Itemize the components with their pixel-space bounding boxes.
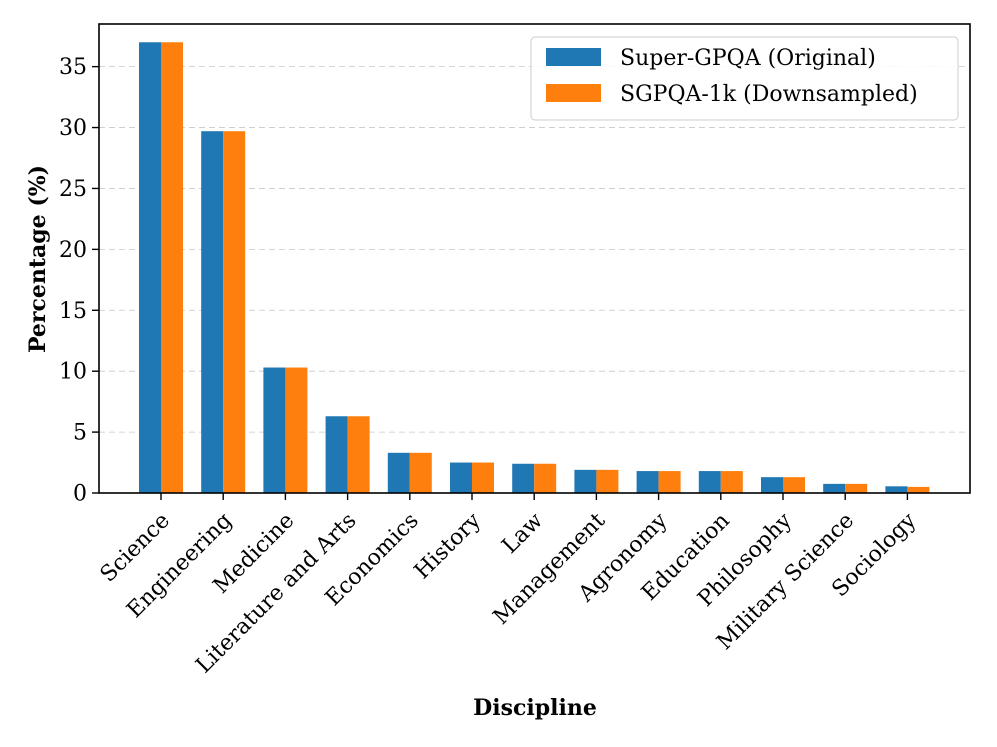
bar-original (387, 452, 410, 493)
y-tick-label: 25 (59, 177, 87, 202)
bar-downsampled (596, 469, 619, 493)
bar-original (201, 131, 224, 493)
legend-label-original: Super-GPQA (Original) (620, 46, 876, 71)
bar-downsampled (223, 131, 246, 493)
y-tick-label: 15 (59, 299, 87, 324)
bar-original (698, 471, 721, 493)
bar-downsampled (845, 483, 868, 493)
y-tick-label: 0 (73, 482, 87, 507)
bar-downsampled (720, 471, 743, 493)
bars (139, 42, 930, 493)
bar-original (512, 463, 535, 493)
bar-original (636, 471, 659, 493)
bar-downsampled (409, 452, 432, 493)
bar-original (885, 486, 908, 493)
legend-swatch-original (546, 48, 601, 66)
bar-downsampled (783, 477, 805, 493)
y-tick-label: 30 (59, 116, 87, 141)
bar-downsampled (534, 463, 557, 493)
bar-original (450, 462, 472, 493)
bar-downsampled (907, 486, 930, 493)
bar-original (263, 367, 286, 493)
bar-original (823, 483, 846, 493)
y-axis-title: Percentage (%) (25, 165, 51, 353)
y-tick-label: 5 (73, 421, 87, 446)
bar-downsampled (347, 416, 370, 493)
bar-downsampled (161, 42, 183, 493)
y-axis: 0 5 10 15 20 25 30 35 (59, 55, 99, 507)
y-tick-label: 35 (59, 55, 87, 80)
x-axis-title: Discipline (473, 695, 597, 721)
bar-downsampled (285, 367, 308, 493)
bar-original (761, 477, 783, 493)
bar-original (574, 469, 597, 493)
legend: Super-GPQA (Original) SGPQA-1k (Downsamp… (530, 36, 959, 121)
bar-original (325, 416, 348, 493)
legend-swatch-downsampled (546, 84, 601, 102)
legend-label-downsampled: SGPQA-1k (Downsampled) (620, 82, 918, 107)
bar-original (139, 42, 161, 493)
legend-box (530, 36, 959, 121)
bar-downsampled (658, 471, 681, 493)
y-tick-label: 20 (59, 238, 87, 263)
bar-downsampled (472, 462, 494, 493)
y-tick-label: 10 (59, 360, 87, 385)
